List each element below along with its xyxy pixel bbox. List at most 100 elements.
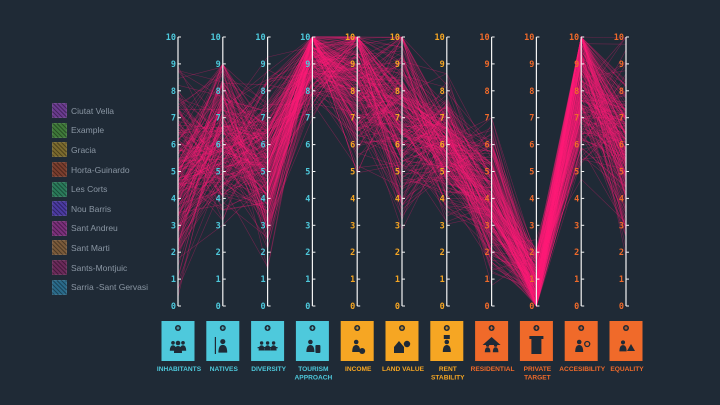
legend-swatch <box>52 181 67 197</box>
tick-label: 1 <box>484 275 489 285</box>
tick-label: 0 <box>529 302 534 312</box>
tick-label: 0 <box>484 302 489 312</box>
tick-label: 10 <box>255 33 265 43</box>
tick-label: 4 <box>305 194 310 204</box>
axis-label: TOURISM APPROACH <box>295 366 333 382</box>
equality-scale-icon[interactable] <box>609 321 643 361</box>
house-value-icon[interactable] <box>385 321 419 361</box>
tick-label: 8 <box>350 87 355 97</box>
tick-label: 7 <box>440 114 445 124</box>
tick-label: 0 <box>216 302 221 312</box>
person-body <box>218 344 228 353</box>
tick-label: 5 <box>529 168 534 178</box>
axis-label: INCOME <box>345 366 372 373</box>
income-person-icon[interactable] <box>340 321 374 361</box>
legend-label: Nou Barris <box>71 203 112 214</box>
tick-label: 6 <box>395 141 400 151</box>
axis-label-line: TARGET <box>524 375 551 382</box>
person-head <box>576 339 582 345</box>
person-head <box>259 341 264 345</box>
axis-label: ACCESIBILITY <box>559 366 605 373</box>
person-head <box>181 340 185 345</box>
native-person-icon[interactable] <box>206 321 240 361</box>
tick-label: 5 <box>216 168 221 178</box>
tick-label: 2 <box>440 248 445 258</box>
legend-item[interactable]: Sarria -Sant Gervasi <box>52 277 172 297</box>
axis-label: RESIDENTIAL <box>471 366 515 373</box>
person-body <box>575 345 584 352</box>
private-building-icon[interactable] <box>519 321 553 361</box>
legend-item[interactable]: Les Corts <box>52 179 172 199</box>
legend-swatch <box>52 142 67 158</box>
icon-glyph <box>214 337 228 354</box>
axis-label: DIVERSITY <box>251 366 286 373</box>
tick-label: 10 <box>435 33 445 43</box>
legend-item[interactable]: Example <box>52 121 172 141</box>
tick-label: 9 <box>529 60 534 70</box>
person-head <box>175 340 181 346</box>
legend-item[interactable]: Sant Andreu <box>52 219 172 239</box>
tick-label: 7 <box>574 114 579 124</box>
icon-glyph <box>306 339 321 353</box>
person-head <box>620 340 626 345</box>
axis-label-line: EQUALITY <box>610 366 644 373</box>
tick-label: 9 <box>260 60 265 70</box>
person-head <box>353 339 359 345</box>
legend-item[interactable]: Gracia <box>52 140 172 160</box>
legend-swatch <box>52 103 67 119</box>
scale <box>627 344 635 351</box>
tick-label: 3 <box>440 221 445 231</box>
people-group-icon[interactable] <box>161 321 195 361</box>
accessibility-worker-icon[interactable] <box>564 321 598 361</box>
tick-label: 2 <box>305 248 310 258</box>
tick-label: 3 <box>305 221 310 231</box>
coin <box>359 348 366 354</box>
legend-item[interactable]: Horta-Guinardo <box>52 160 172 180</box>
tick-label: 6 <box>305 141 310 151</box>
tick-label: 10 <box>300 33 310 43</box>
legend-swatch <box>52 260 67 276</box>
tick-label: 1 <box>619 275 624 285</box>
tick-label: 1 <box>529 275 534 285</box>
diverse-group-icon[interactable] <box>251 321 285 361</box>
building-top <box>529 336 544 339</box>
rent-stability-icon[interactable] <box>430 321 464 361</box>
tick-label: 3 <box>574 221 579 231</box>
staff <box>214 337 216 354</box>
tick-label: 0 <box>619 302 624 312</box>
legend-item[interactable]: Ciutat Vella <box>52 101 172 121</box>
legend-item[interactable]: Nou Barris <box>52 199 172 219</box>
tick-label: 10 <box>390 33 400 43</box>
tick-label: 9 <box>350 60 355 70</box>
legend-item[interactable]: Sant Marti <box>52 238 172 258</box>
tick-label: 10 <box>166 33 176 43</box>
legend: Ciutat Vella Example Gracia Horta-Guinardo L… <box>52 101 172 297</box>
legend-item[interactable]: Sants-Montjuic <box>52 258 172 278</box>
residential-group-icon[interactable] <box>475 321 509 361</box>
tourist-luggage-icon[interactable] <box>295 321 329 361</box>
person-body <box>442 345 451 352</box>
tick-label: 9 <box>171 60 176 70</box>
tick-label: 5 <box>395 168 400 178</box>
person-head <box>271 341 276 345</box>
tick-label: 2 <box>260 248 265 258</box>
tick-label: 4 <box>529 194 534 204</box>
tick-label: 6 <box>484 141 489 151</box>
tick-label: 5 <box>484 168 489 178</box>
tick-label: 2 <box>574 248 579 258</box>
table-bar <box>257 347 278 349</box>
tick-label: 3 <box>260 221 265 231</box>
tick-label: 2 <box>484 248 489 258</box>
axis-label-line: RENT <box>439 366 457 373</box>
axis-label: EQUALITY <box>610 366 644 373</box>
icon-glyph <box>575 339 591 352</box>
tick-label: 5 <box>350 168 355 178</box>
legend-label: Ciutat Vella <box>71 105 114 116</box>
axis-label-line: LAND VALUE <box>382 366 425 373</box>
icon-glyph <box>352 339 366 354</box>
tick-label: 4 <box>440 194 445 204</box>
tick-label: 7 <box>260 114 265 124</box>
tick-label: 0 <box>574 302 579 312</box>
tick-label: 7 <box>216 114 221 124</box>
suitcase <box>315 345 321 353</box>
